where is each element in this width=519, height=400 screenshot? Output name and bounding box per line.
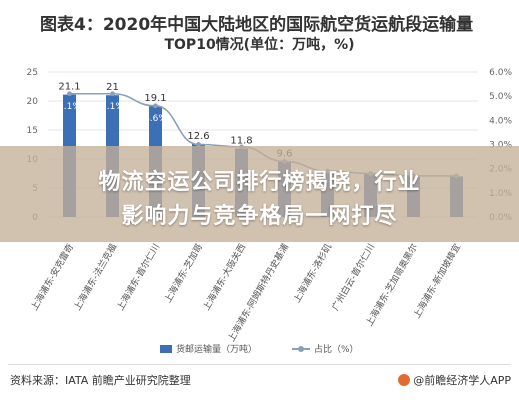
share-value-label: 4.6% [144, 114, 167, 124]
category-label: 上海浦东-大阪关西 [200, 242, 248, 313]
brand-label: @前瞻经济学人APP [413, 374, 511, 387]
y-right-tick-label: 6.0% [489, 68, 512, 78]
legend-bar-swatch [160, 344, 172, 353]
headline-line-1: 物流空运公司排行榜揭晓，行业 [98, 170, 421, 195]
y-left-tick-label: 25 [27, 68, 38, 78]
share-point [196, 142, 201, 147]
category-label: 上海浦东-安克雷奇 [28, 242, 76, 313]
legend-line-label: 占比（%） [314, 345, 359, 355]
y-left-tick-label: 20 [27, 97, 39, 107]
y-right-tick-label: 4.0% [489, 116, 512, 126]
bar-value-label: 21 [106, 82, 119, 93]
category-label: 上海浦东-芝加哥 [162, 242, 206, 305]
share-point [110, 91, 115, 97]
chart-title: 图表4：2020年中国大陆地区的国际航空货运航段运输量 [40, 15, 474, 35]
share-value-label: 5.1% [101, 102, 124, 112]
brand-logo-icon [398, 374, 411, 386]
y-left-tick-label: 15 [27, 126, 38, 136]
chart-subtitle: TOP10情况(单位：万吨，%) [164, 37, 355, 53]
y-right-tick-label: 5.0% [489, 92, 512, 102]
brand-mark: @前瞻经济学人APP [398, 372, 511, 388]
headline-line-2: 影响力与竞争格局一网打尽 [121, 204, 398, 229]
bar-value-label: 21.1 [58, 82, 80, 93]
category-label: 上海浦东-新加坡樟宜 [411, 242, 464, 321]
share-value-label: 5.1% [58, 102, 81, 112]
bar-value-label: 12.6 [187, 131, 209, 142]
bar-value-label: 11.8 [230, 136, 252, 147]
legend-bar-item: 货邮运输量（万吨） [160, 342, 257, 355]
source-note: 资料来源：IATA 前瞻产业研究院整理 [10, 374, 191, 387]
category-label: 广州白云-首尔仁川 [329, 242, 377, 313]
category-label: 上海浦东-法兰克福 [71, 242, 119, 313]
share-point [153, 103, 158, 109]
category-label: 上海浦东-洛杉矶 [291, 242, 335, 305]
bar-value-label: 19.1 [144, 93, 166, 104]
chart-legend: 货邮运输量（万吨） 占比（%） [0, 342, 519, 356]
legend-line-item: 占比（%） [292, 342, 359, 355]
share-point [67, 91, 72, 97]
headline-banner: 物流空运公司排行榜揭晓，行业 影响力与竞争格局一网打尽 [0, 146, 519, 242]
footer-divider [8, 364, 511, 365]
legend-bar-label: 货邮运输量（万吨） [176, 345, 258, 355]
legend-line-swatch [292, 345, 310, 352]
category-label: 上海浦东-首尔仁川 [114, 242, 162, 313]
y-right-tick-label: 3.0% [489, 141, 512, 151]
